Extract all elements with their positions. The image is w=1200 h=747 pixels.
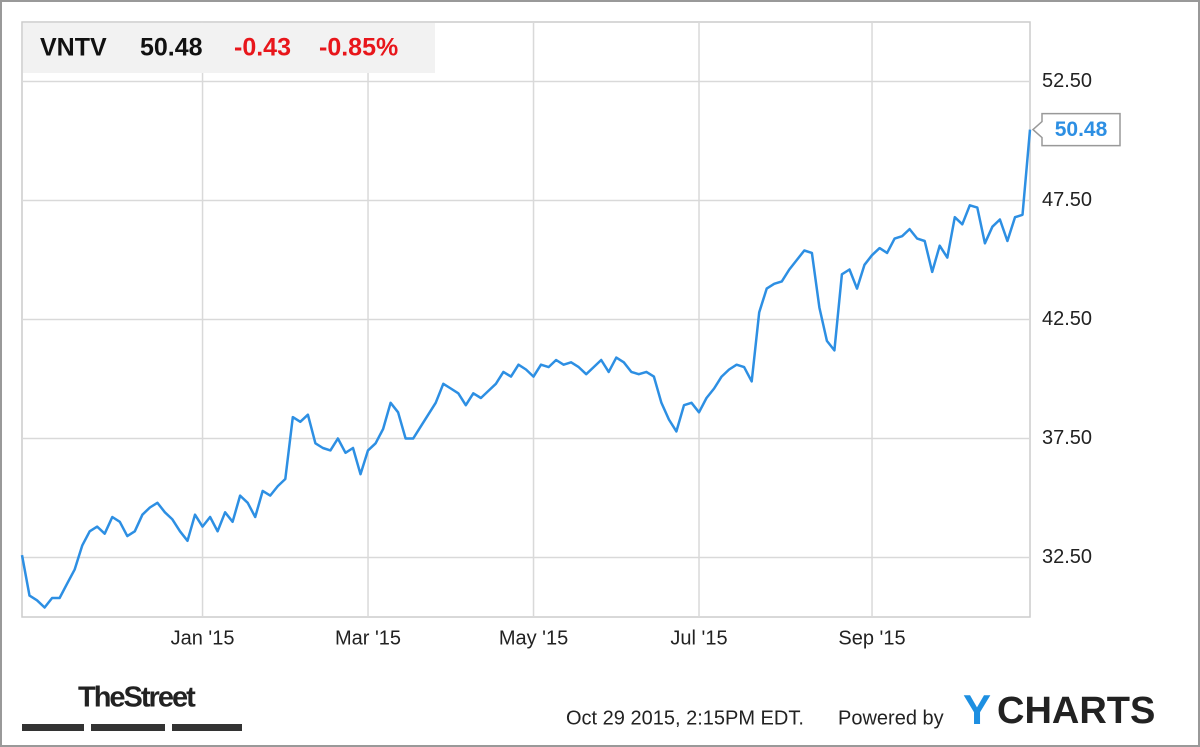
x-tick-label: Jul '15 (670, 627, 727, 649)
price-line (20, 129, 1032, 609)
timestamp: Oct 29 2015, 2:15PM EDT. (566, 707, 804, 729)
y-tick-label: 47.50 (1042, 189, 1092, 211)
y-tick-label: 52.50 (1042, 70, 1092, 92)
change-pct: -0.85% (319, 34, 398, 62)
x-tick-label: May '15 (499, 627, 568, 649)
logo-text: CHARTS (997, 690, 1155, 732)
y-tick-label: 42.50 (1042, 308, 1092, 330)
x-tick-label: Mar '15 (335, 627, 401, 649)
y-tick-label: 32.50 (1042, 546, 1092, 568)
brand: TheStreet (78, 682, 196, 714)
brand-bar (172, 724, 242, 731)
brand-bar (91, 724, 165, 731)
y-tick-label: 37.50 (1042, 427, 1092, 449)
change: -0.43 (234, 34, 291, 62)
powered-by: Powered by (838, 707, 944, 729)
last-value-callout (1031, 112, 1121, 147)
quote-box (23, 23, 435, 73)
ticker: VNTV (40, 34, 107, 62)
x-tick-label: Sep '15 (838, 627, 905, 649)
brand-bar (22, 724, 84, 731)
last-value-label: 50.48 (1055, 118, 1108, 141)
x-tick-label: Jan '15 (171, 627, 235, 649)
price: 50.48 (140, 34, 203, 62)
logo-y: Y (963, 686, 991, 733)
